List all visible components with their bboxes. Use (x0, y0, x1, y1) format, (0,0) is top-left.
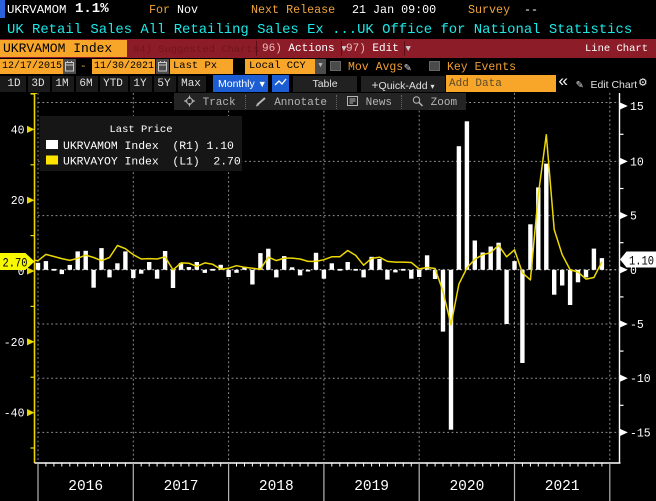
svg-text:Last Price: Last Price (109, 124, 172, 136)
svg-text:0: 0 (630, 265, 637, 278)
svg-text:20: 20 (11, 195, 25, 208)
svg-text:40: 40 (11, 124, 25, 137)
svg-text:-40: -40 (4, 408, 25, 421)
svg-text:-10: -10 (630, 373, 651, 386)
svg-text:5: 5 (630, 211, 637, 224)
svg-text:-5: -5 (630, 319, 644, 332)
svg-text:2.70: 2.70 (3, 256, 28, 271)
svg-text:0: 0 (18, 266, 25, 279)
svg-text:10: 10 (630, 156, 644, 169)
svg-text:1.10: 1.10 (629, 254, 654, 269)
svg-text:2019: 2019 (354, 479, 389, 495)
svg-text:2017: 2017 (164, 479, 199, 495)
svg-text:2020: 2020 (449, 479, 484, 495)
svg-text:2021: 2021 (545, 479, 580, 495)
svg-text:2016: 2016 (68, 479, 103, 495)
svg-text:UKRVAYOY Index (L1) 2.70: UKRVAYOY Index (L1) 2.70 (63, 157, 241, 169)
svg-text:15: 15 (630, 101, 644, 114)
svg-text:-20: -20 (4, 337, 25, 350)
svg-text:UKRVAMOM Index (R1) 1.10: UKRVAMOM Index (R1) 1.10 (63, 141, 234, 153)
svg-text:-15: -15 (630, 427, 651, 440)
svg-text:2018: 2018 (259, 479, 294, 495)
